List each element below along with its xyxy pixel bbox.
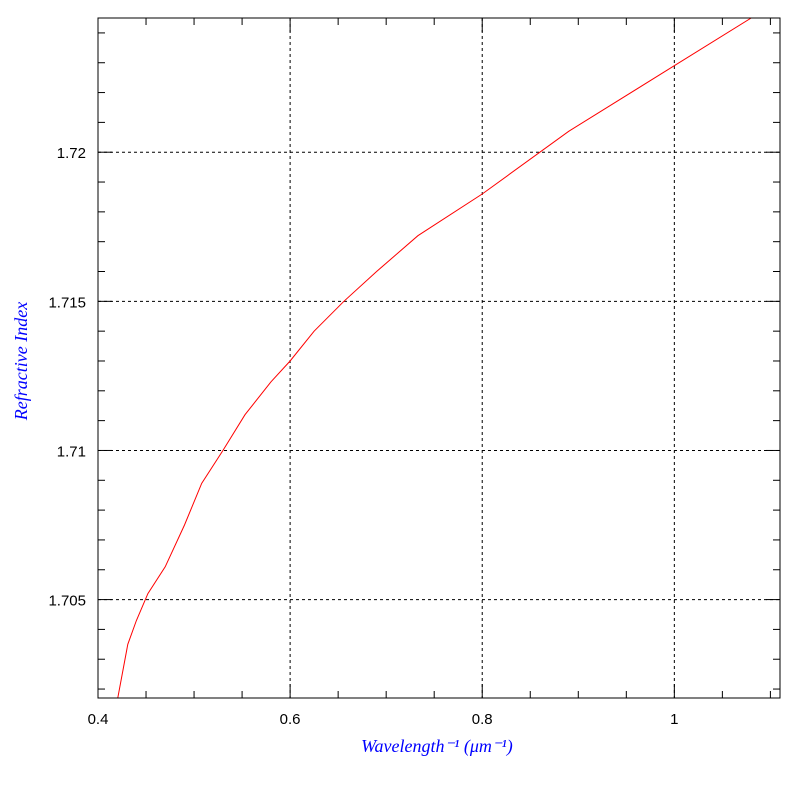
tick-labels: 0.4 0.6 0.8 1 1.705 1.71 1.715 1.72: [48, 145, 678, 728]
x-tick-label: 1: [670, 711, 678, 728]
y-axis-title: Refractive Index: [11, 302, 31, 421]
x-tick-label: 0.6: [280, 711, 301, 728]
grid-lines: [98, 18, 780, 698]
x-tick-label: 0.4: [88, 711, 109, 728]
axis-ticks: [97, 18, 780, 698]
series-line: [117, 18, 752, 698]
y-tick-label: 1.715: [48, 294, 86, 311]
x-axis-title: Wavelength⁻¹ (μm⁻¹): [361, 736, 513, 757]
y-tick-label: 1.705: [48, 593, 86, 610]
y-tick-label: 1.71: [57, 443, 86, 460]
series-layer: [117, 18, 752, 698]
x-tick-label: 0.8: [472, 711, 493, 728]
y-tick-label: 1.72: [57, 145, 86, 162]
plot-frame: [97, 17, 781, 699]
